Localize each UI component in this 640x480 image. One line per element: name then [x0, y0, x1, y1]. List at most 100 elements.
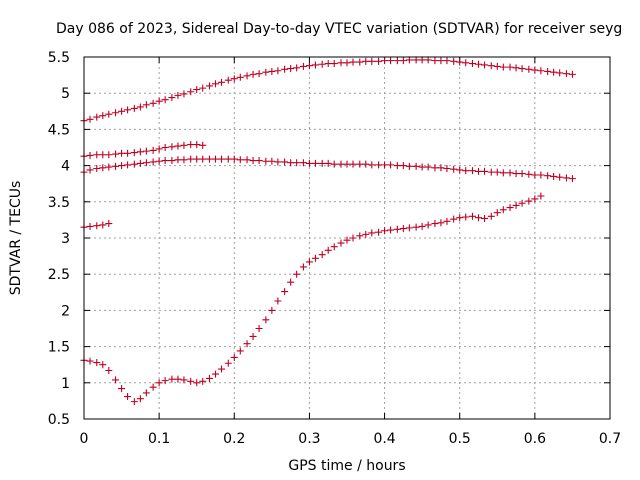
data-point [537, 67, 545, 75]
data-point [174, 142, 182, 150]
data-point [93, 359, 101, 367]
data-point [118, 385, 126, 393]
data-point [499, 206, 507, 214]
data-point [255, 70, 263, 78]
data-point [99, 151, 107, 159]
data-point [493, 168, 501, 176]
data-point [243, 340, 251, 348]
data-point [424, 163, 432, 171]
data-point [437, 57, 445, 65]
data-point [450, 57, 458, 65]
data-point [305, 159, 313, 167]
data-point [556, 173, 564, 181]
data-point [475, 167, 482, 175]
data-point [493, 62, 501, 70]
y-tick-label: 4 [61, 159, 70, 175]
data-point [299, 263, 307, 271]
y-axis-title: SDTVAR / TECUs [8, 181, 24, 296]
y-tick-label: 3.5 [48, 195, 70, 211]
data-point [180, 156, 188, 164]
data-point [399, 225, 407, 233]
data-point [475, 60, 482, 68]
data-point [243, 156, 251, 164]
data-point [268, 306, 276, 314]
data-point [337, 239, 345, 247]
x-tick-label: 0 [80, 431, 89, 447]
data-point [161, 96, 169, 104]
data-point [287, 65, 295, 73]
data-marks [80, 56, 576, 406]
data-point [531, 195, 539, 203]
x-tick-label: 0.5 [449, 431, 471, 447]
y-tick-label: 1.5 [48, 340, 70, 356]
y-tick-labels: 0.5 1 1.5 2 2.5 3 3.5 4 4.5 5 5.5 [48, 50, 70, 428]
data-point [462, 167, 470, 175]
data-point [356, 160, 364, 168]
data-point [168, 143, 176, 151]
data-point [86, 357, 94, 365]
y-tick-label: 0.5 [48, 412, 70, 428]
data-point [387, 57, 395, 65]
data-point [544, 67, 552, 75]
series-satellite-e [80, 192, 545, 406]
data-point [305, 258, 313, 266]
data-point [462, 59, 470, 67]
data-point [168, 157, 176, 165]
data-point [174, 156, 182, 164]
data-point [343, 59, 351, 67]
data-point [249, 332, 257, 340]
y-tick-label: 2 [61, 303, 70, 319]
data-point [155, 97, 163, 105]
data-point [105, 366, 113, 374]
data-point [142, 389, 150, 397]
data-point [481, 167, 489, 175]
data-point [518, 65, 526, 73]
data-point [362, 160, 370, 168]
data-point [493, 209, 501, 217]
data-point [112, 376, 120, 384]
data-point [512, 170, 520, 178]
y-tick-label: 1 [61, 376, 70, 392]
data-point [349, 58, 357, 66]
data-point [93, 113, 101, 121]
data-point [349, 160, 357, 168]
chart-title: Day 086 of 2023, Sidereal Day-to-day VTE… [56, 21, 622, 37]
data-point [418, 163, 426, 171]
data-point [86, 222, 94, 230]
data-point [487, 62, 495, 70]
data-point [531, 171, 539, 179]
data-point [180, 376, 188, 384]
data-point [224, 76, 232, 84]
data-point [437, 219, 445, 227]
data-point [525, 170, 533, 178]
data-point [462, 213, 470, 221]
data-point [293, 64, 301, 72]
data-point [412, 162, 420, 170]
data-point [299, 62, 307, 70]
data-point [349, 234, 357, 242]
data-point [518, 170, 526, 178]
data-point [105, 151, 113, 159]
data-point [99, 221, 107, 229]
y-tick-label: 5 [61, 86, 70, 102]
data-point [375, 57, 383, 65]
data-point [187, 377, 195, 385]
data-point [236, 156, 244, 164]
data-point [431, 57, 439, 65]
data-point [193, 155, 201, 163]
data-point [424, 56, 432, 64]
data-point [93, 164, 101, 172]
data-point [487, 212, 495, 220]
data-point [193, 141, 201, 149]
data-point [199, 377, 207, 385]
data-point [249, 70, 257, 78]
data-point [118, 107, 126, 115]
data-point [468, 60, 476, 68]
data-point [105, 110, 113, 118]
data-point [230, 75, 238, 83]
x-axis-title: GPS time / hours [288, 458, 405, 474]
data-point [112, 109, 120, 117]
data-point [230, 353, 238, 361]
data-point [356, 58, 364, 66]
